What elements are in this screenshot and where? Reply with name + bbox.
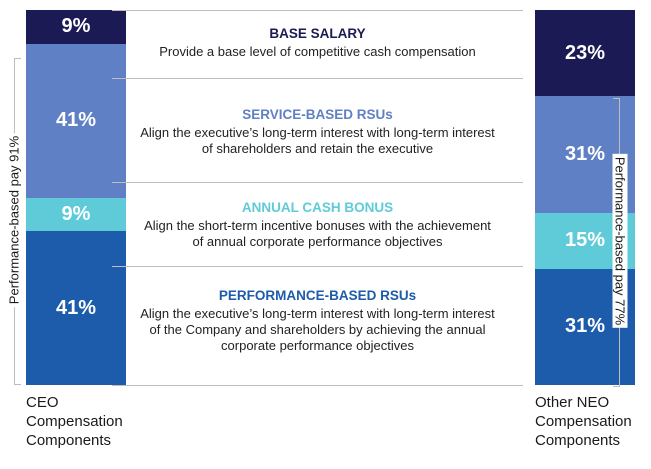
component-description-line: Provide a base level of competitive cash… [159, 44, 476, 59]
neo-bar-segment-label: 31% [564, 315, 606, 338]
component-title: PERFORMANCE-BASED RSUs [218, 288, 417, 303]
divider [112, 182, 523, 183]
component-title: BASE SALARY [269, 26, 366, 41]
component-description-line: corporate performance objectives [221, 338, 414, 353]
ceo-caption-line: Compensation [26, 413, 123, 430]
component-title: ANNUAL CASH BONUS [241, 200, 394, 215]
component-block: ANNUAL CASH BONUS Align the short-term in… [112, 200, 523, 250]
ceo-caption: CEO Compensation Components [26, 393, 156, 450]
ceo-bar-segment-label: 41% [55, 109, 97, 132]
component-descriptions: BASE SALARY Provide a base level of compe… [112, 10, 523, 386]
ceo-bar-segment: 41% [26, 43, 126, 198]
component-block: SERVICE-BASED RSUs Align the executive’s … [112, 107, 523, 157]
ceo-bar-segment: 9% [26, 10, 126, 44]
component-description-line: Align the executive’s long-term interest… [140, 125, 495, 140]
neo-caption-line: Components [535, 432, 621, 449]
neo-bar-segment: 23% [535, 10, 635, 97]
component-description-line: of the Company and shareholders by achie… [149, 322, 486, 337]
component-block: BASE SALARY Provide a base level of compe… [112, 26, 523, 60]
neo-performance-label: Performance-based pay 77% [612, 153, 628, 329]
divider [112, 266, 523, 267]
ceo-bar-segment-label: 9% [61, 202, 91, 225]
ceo-bar-segment: 9% [26, 197, 126, 232]
neo-caption: Other NEO Compensation Components [535, 393, 651, 450]
component-title: SERVICE-BASED RSUs [242, 107, 393, 122]
neo-bar-segment-label: 23% [564, 41, 606, 64]
ceo-bar-segment: 41% [26, 231, 126, 385]
ceo-bar-segment-label: 41% [55, 296, 97, 319]
component-description-line: of shareholders and retain the executive [201, 141, 434, 156]
component-block: PERFORMANCE-BASED RSUs Align the executiv… [112, 288, 523, 354]
ceo-caption-line: CEO [26, 394, 59, 411]
component-description-line: of annual corporate performance objectiv… [192, 234, 443, 249]
ceo-stacked-bar: 9% 41% 9% 41% [26, 10, 126, 385]
divider [112, 385, 523, 386]
divider [112, 10, 523, 11]
ceo-caption-line: Components [26, 432, 112, 449]
neo-caption-line: Compensation [535, 413, 632, 430]
divider [112, 78, 523, 79]
ceo-bar-segment-label: 9% [61, 15, 91, 38]
neo-bar-segment-label: 15% [564, 229, 606, 252]
component-description-line: Align the executive’s long-term interest… [140, 306, 495, 321]
component-description-line: Align the short-term incentive bonuses w… [144, 218, 491, 233]
ceo-performance-label: Performance-based pay 91% [6, 132, 22, 308]
neo-bar-segment-label: 31% [564, 142, 606, 165]
neo-caption-line: Other NEO [535, 394, 610, 411]
